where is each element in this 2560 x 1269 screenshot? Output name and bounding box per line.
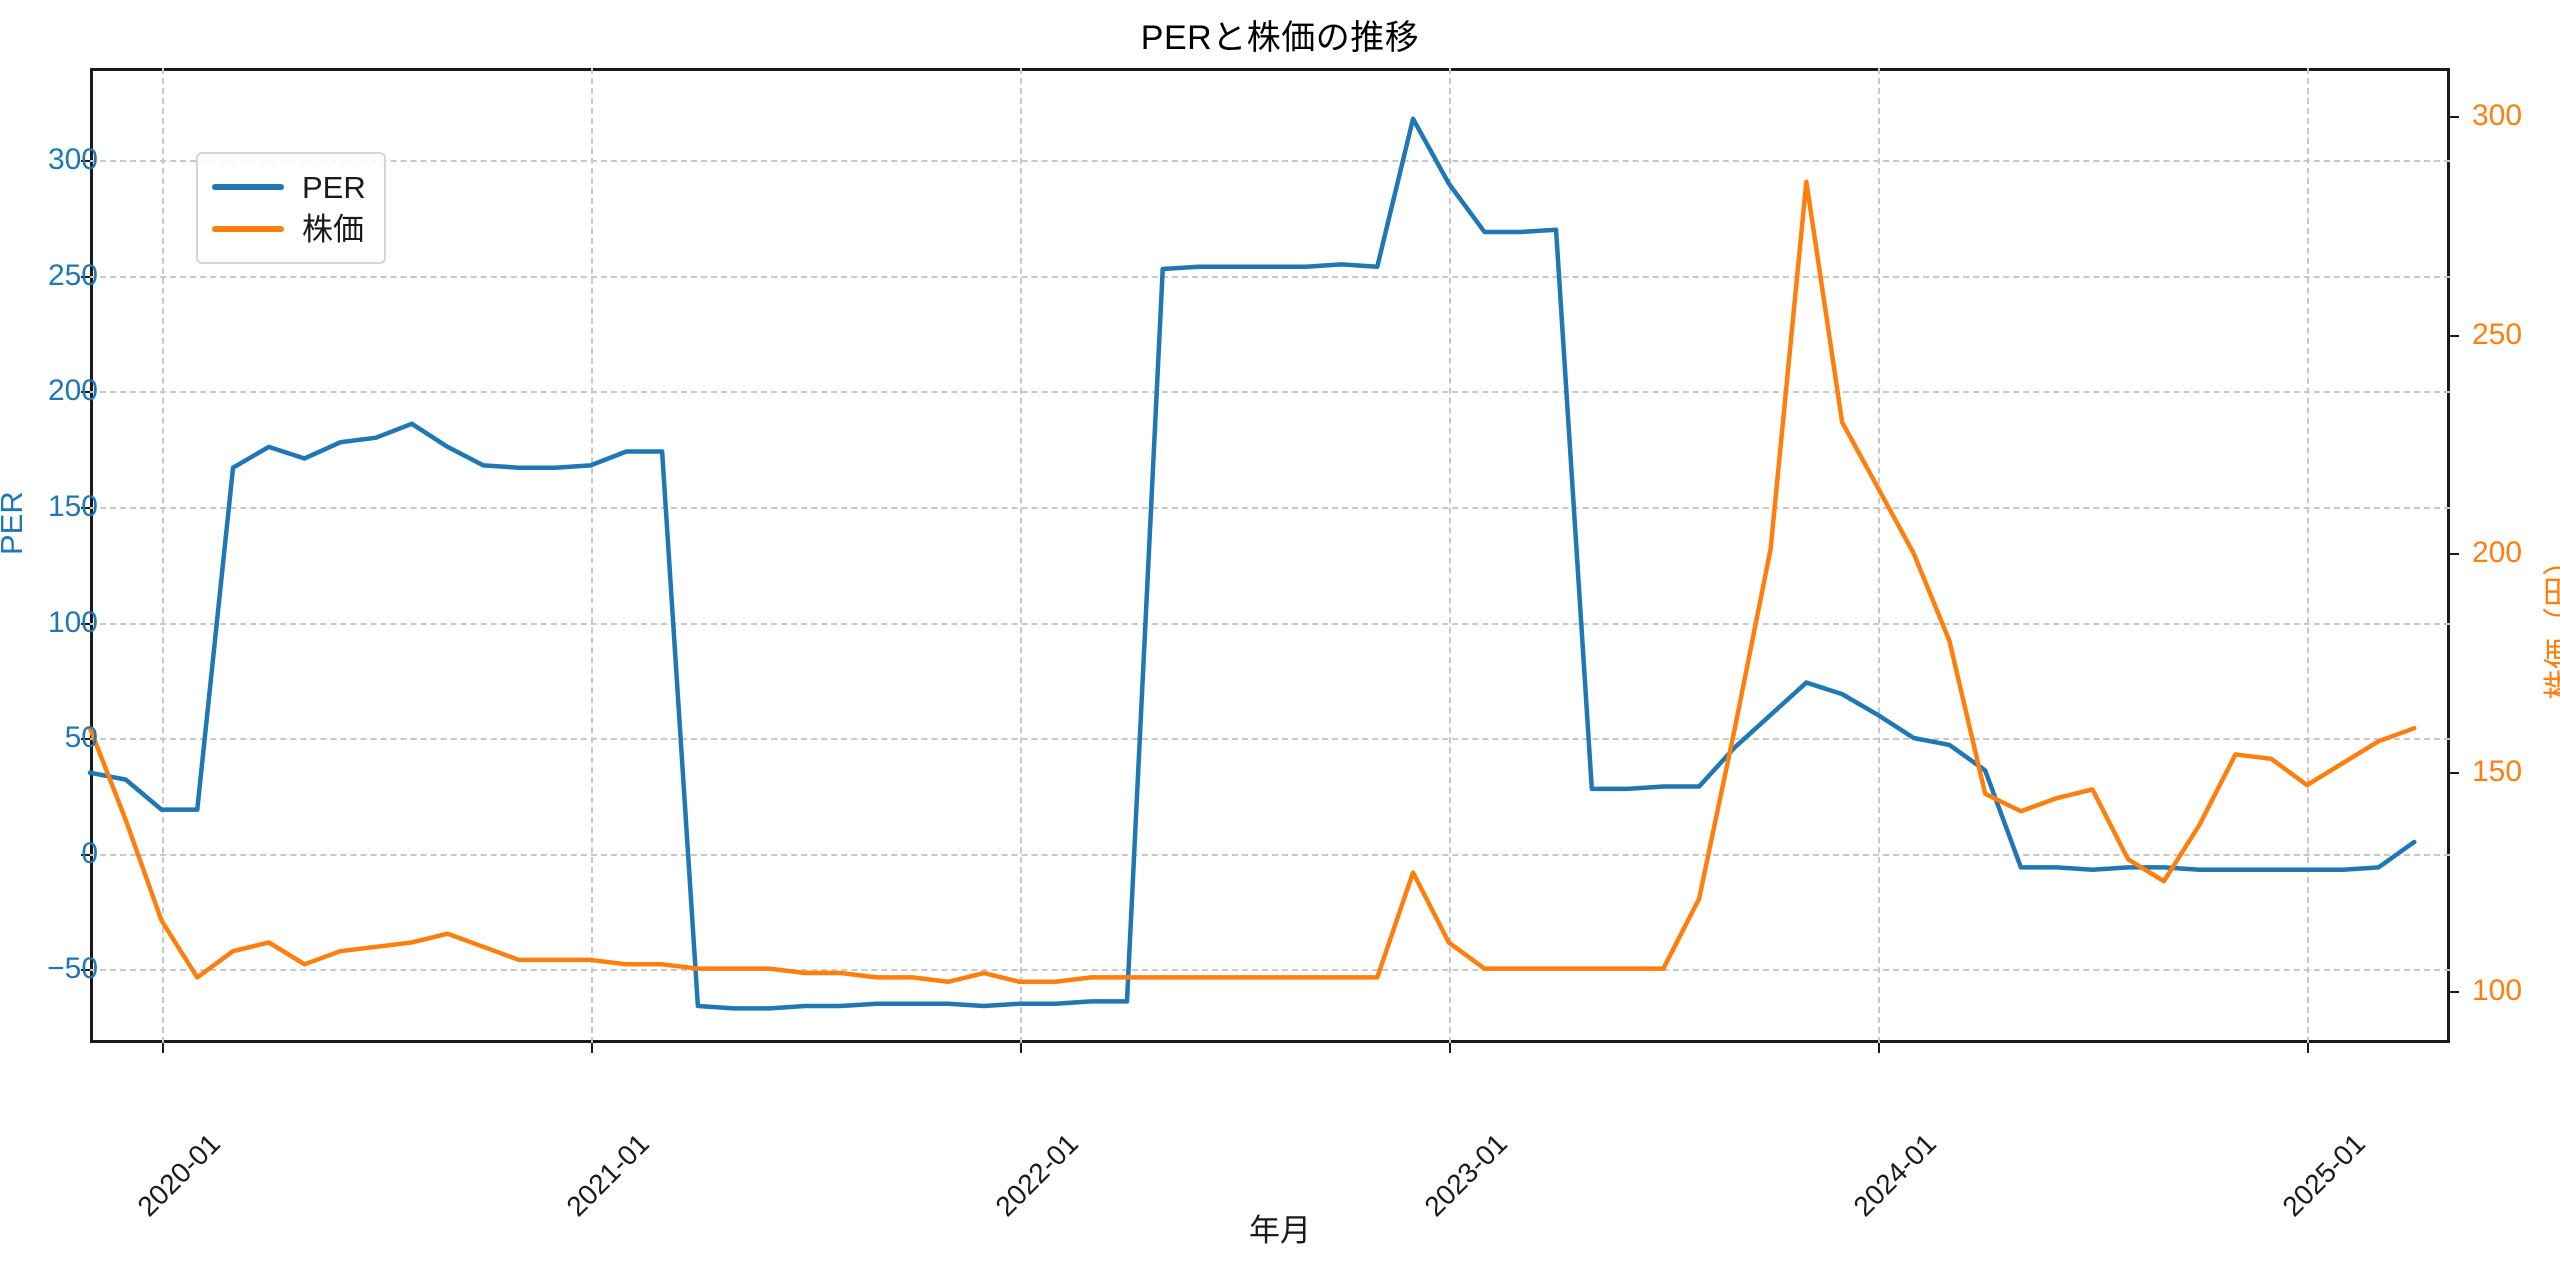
tick-mark-x	[2306, 1043, 2309, 1053]
gridline-vertical	[2306, 68, 2309, 1043]
y-tick-label-left: −50	[47, 952, 98, 986]
tick-mark-y-right	[2450, 334, 2459, 337]
tick-mark-y-right	[2450, 553, 2459, 556]
y-tick-label-left: 300	[47, 143, 98, 177]
y-tick-label-left: 100	[47, 605, 98, 639]
chart-title: PERと株価の推移	[1140, 19, 1420, 57]
y-tick-label-left: 50	[64, 721, 98, 755]
tick-mark-x	[1019, 1043, 1022, 1053]
tick-mark-x	[590, 1043, 593, 1053]
legend-item-per[interactable]: PER	[212, 166, 366, 208]
gridline-vertical	[1877, 68, 1880, 1043]
gridline-horizontal	[90, 275, 2450, 278]
chart-legend[interactable]: PER 株価	[196, 152, 386, 264]
y-tick-label-right: 100	[2472, 973, 2523, 1007]
line-series-per	[87, 116, 2417, 1011]
axis-spine-bottom	[90, 1040, 2450, 1043]
gridline-horizontal	[90, 969, 2450, 972]
y-tick-label-right: 200	[2472, 536, 2523, 570]
tick-mark-y-left	[81, 738, 90, 741]
gridline-vertical	[590, 68, 593, 1043]
y-tick-label-left: 200	[47, 374, 98, 408]
y-tick-label-right: 250	[2472, 317, 2523, 351]
y-axis-left-title: PER	[0, 491, 29, 555]
legend-swatch-kabuka	[212, 226, 284, 232]
gridline-horizontal	[90, 622, 2450, 625]
tick-mark-x	[1877, 1043, 1880, 1053]
tick-mark-x	[1448, 1043, 1451, 1053]
legend-label-kabuka: 株価	[302, 211, 364, 247]
tick-mark-y-right	[2450, 990, 2459, 993]
legend-label-per: PER	[302, 169, 366, 205]
tick-mark-y-left	[81, 622, 90, 625]
tick-mark-y-right	[2450, 116, 2459, 119]
tick-mark-y-left	[81, 391, 90, 394]
tick-mark-y-left	[81, 969, 90, 972]
gridline-horizontal	[90, 506, 2450, 509]
legend-swatch-per	[212, 184, 284, 190]
tick-mark-y-left	[81, 160, 90, 163]
y-tick-label-right: 150	[2472, 754, 2523, 788]
legend-item-kabuka[interactable]: 株価	[212, 208, 366, 250]
gridline-vertical	[1019, 68, 1022, 1043]
gridline-horizontal	[90, 738, 2450, 741]
gridline-horizontal	[90, 853, 2450, 856]
x-axis-title: 年月	[1249, 1213, 1311, 1248]
axis-spine-top	[90, 68, 2450, 71]
tick-mark-y-left	[81, 853, 90, 856]
gridline-horizontal	[90, 391, 2450, 394]
axis-spine-left	[90, 68, 93, 1043]
tick-mark-y-right	[2450, 771, 2459, 774]
y-axis-right-title: 株価（円）	[2542, 545, 2560, 700]
line-series-kabuka	[87, 179, 2417, 985]
tick-mark-y-left	[81, 275, 90, 278]
y-tick-label-left: 150	[47, 489, 98, 523]
gridline-horizontal	[90, 160, 2450, 163]
gridline-vertical	[1448, 68, 1451, 1043]
y-tick-label-left: 250	[47, 258, 98, 292]
series-lines	[87, 116, 2417, 1011]
gridline-vertical	[161, 68, 164, 1043]
tick-mark-y-left	[81, 506, 90, 509]
tick-mark-x	[161, 1043, 164, 1053]
axis-spine-right	[2447, 68, 2450, 1043]
plot-area: PER 株価	[81, 68, 2459, 1053]
y-tick-label-right: 300	[2472, 99, 2523, 133]
y-tick-label-left: 0	[81, 836, 98, 870]
